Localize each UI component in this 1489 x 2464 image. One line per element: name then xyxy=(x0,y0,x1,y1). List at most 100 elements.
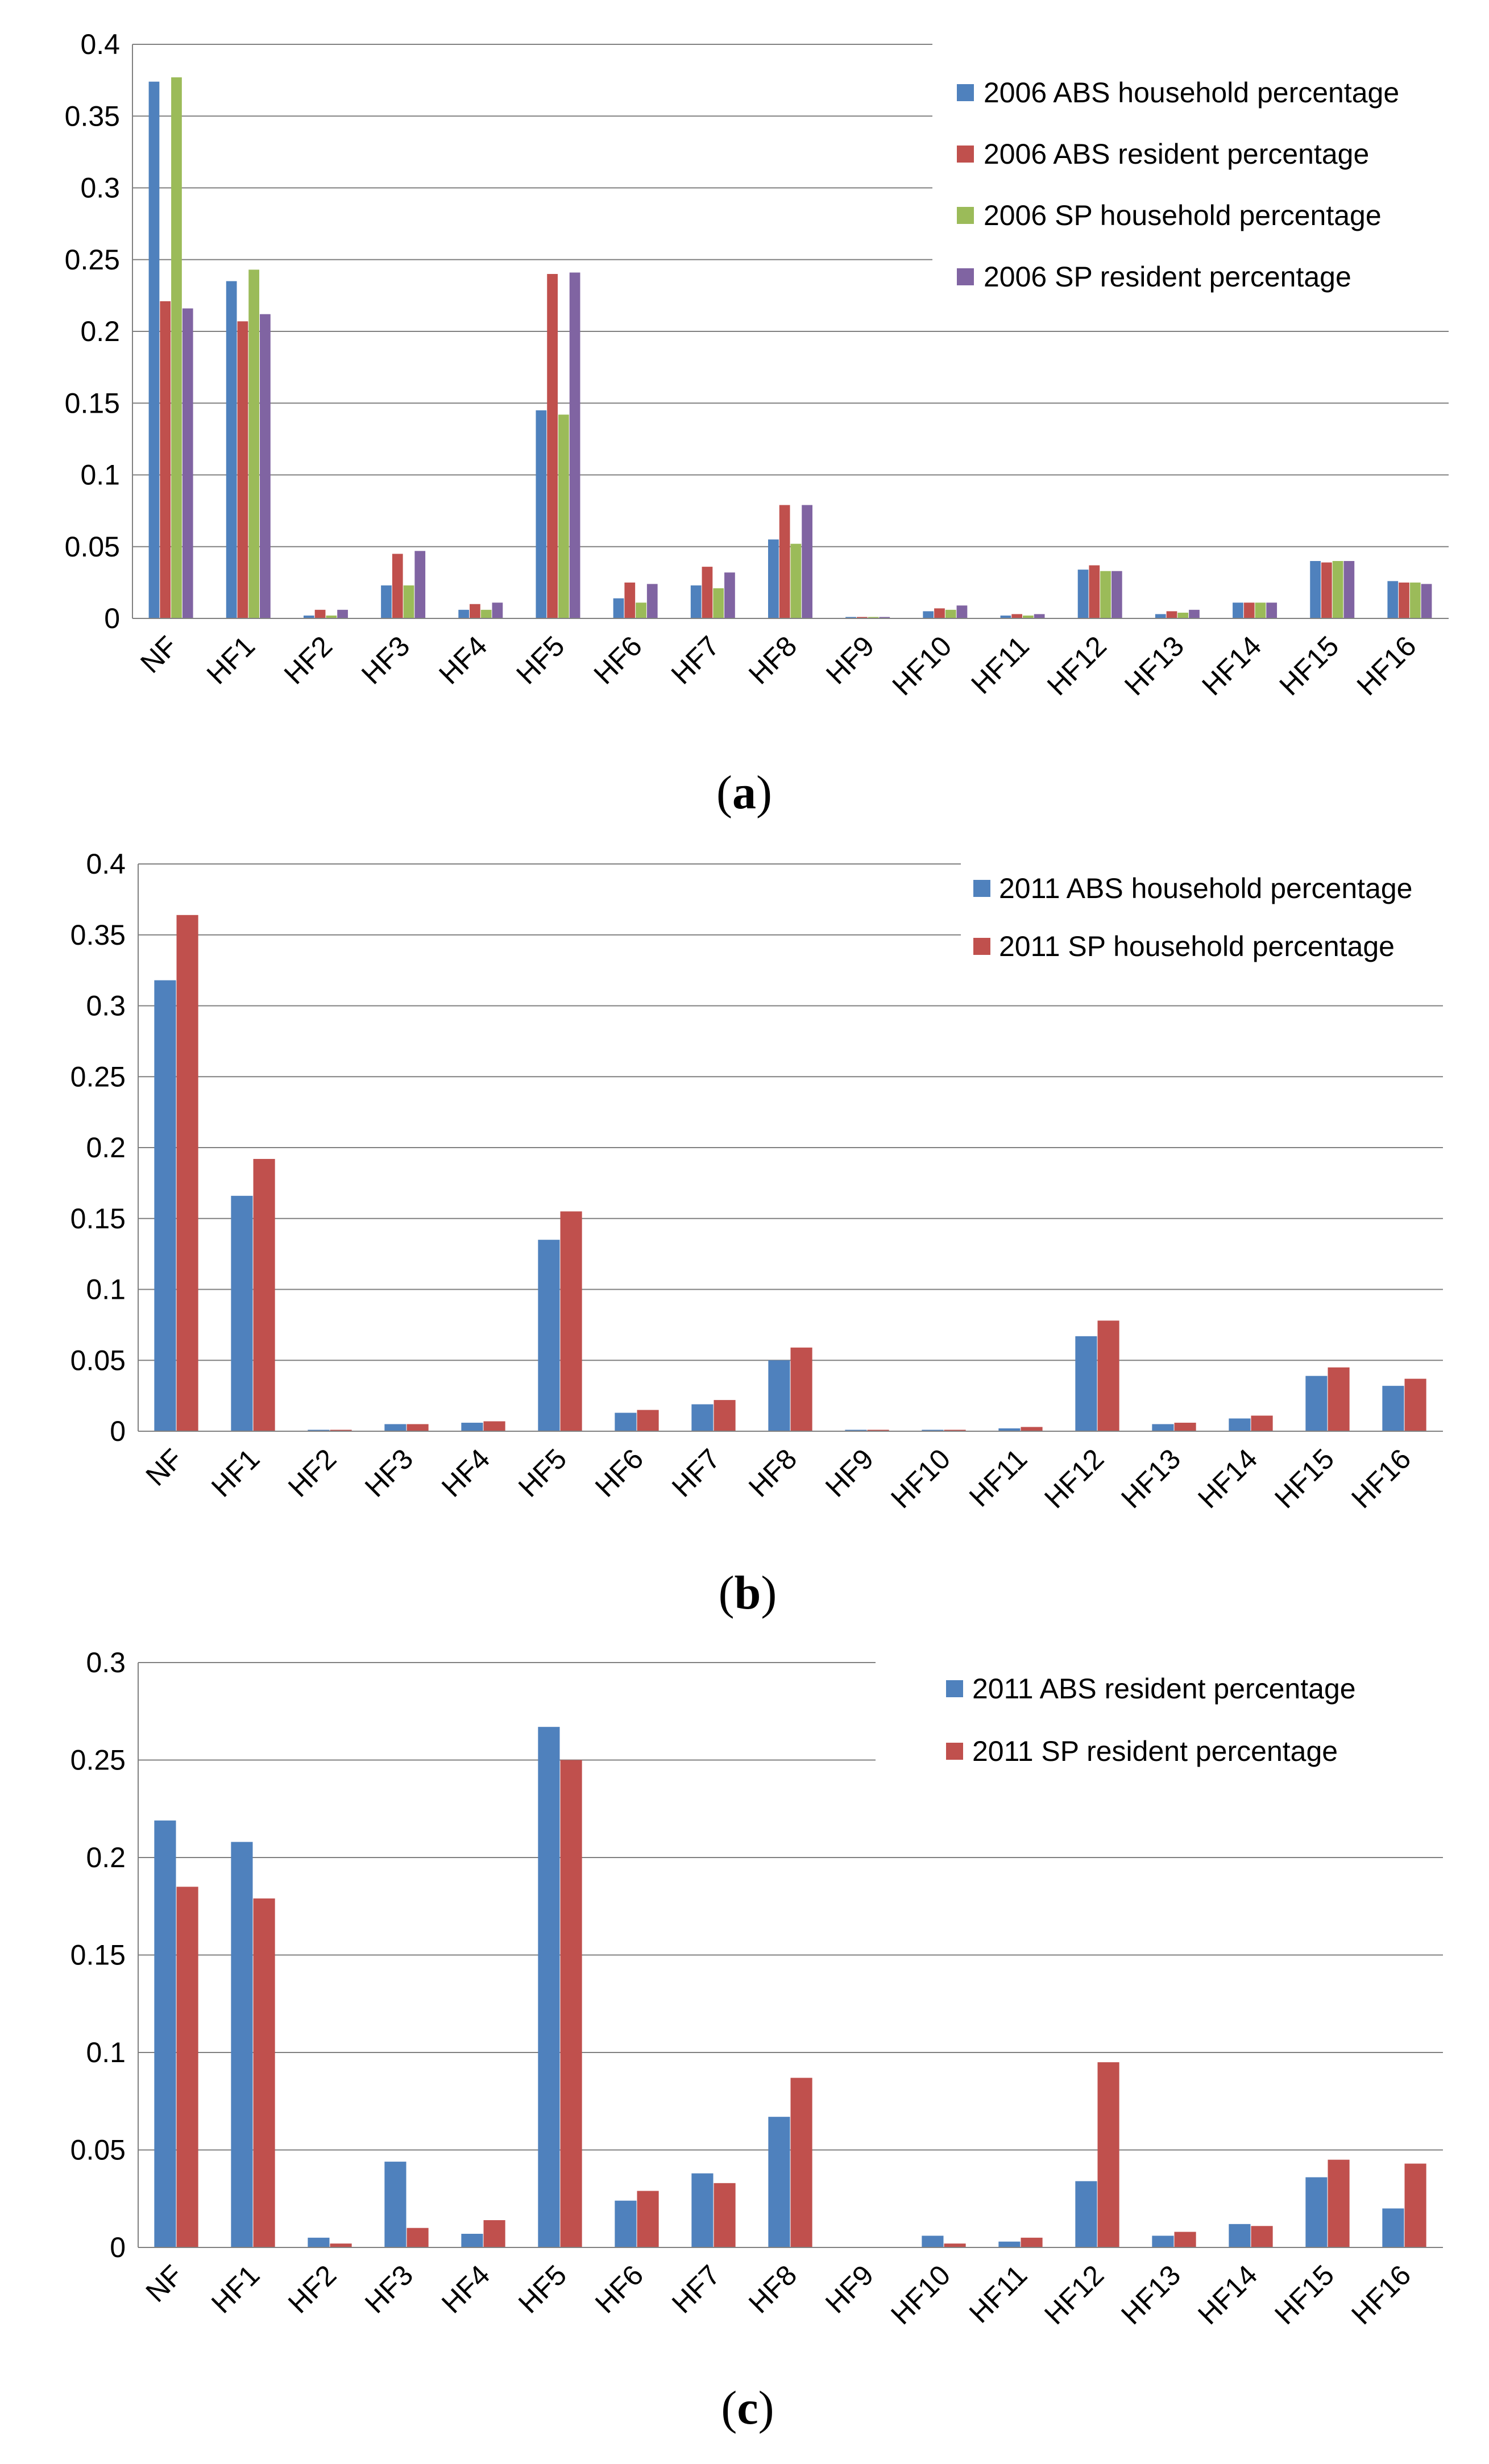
chart-b-bar-hf1-series-2 xyxy=(253,1158,275,1431)
chart-a-bar-hf12-series-3 xyxy=(1100,571,1111,618)
chart-a-bar-hf7-series-1 xyxy=(690,585,702,618)
chart-c-bar-hf14-series-2 xyxy=(1251,2226,1273,2247)
chart-a-bar-hf15-series-1 xyxy=(1310,561,1321,618)
chart-a-bar-hf2-series-1 xyxy=(303,615,314,618)
chart-c-legend-label-1: 2011 ABS resident percentage xyxy=(972,1673,1356,1705)
chart-a-bar-hf5-series-3 xyxy=(558,414,569,618)
chart-c-y-tick-label: 0.2 xyxy=(86,1842,126,1873)
chart-b-bar-nf-series-2 xyxy=(176,915,198,1431)
chart-c-bar-hf14-series-1 xyxy=(1229,2224,1251,2247)
chart-a-bar-hf9-series-3 xyxy=(868,617,879,618)
chart-c-y-tick-label: 0.05 xyxy=(70,2134,126,2166)
chart-b-bar-hf5-series-1 xyxy=(538,1240,560,1431)
chart-c-bar-nf-series-1 xyxy=(154,1820,176,2247)
chart-b-y-tick-label: 0.1 xyxy=(86,1274,126,1306)
chart-c-y-tick-label: 0 xyxy=(110,2232,126,2263)
chart-a-bar-hf1-series-3 xyxy=(248,269,260,618)
chart-b-axes xyxy=(138,864,1443,1432)
chart-c-bar-hf7-series-1 xyxy=(691,2173,714,2247)
chart-c-gridlines xyxy=(138,1662,1443,2151)
chart-a-legend-background xyxy=(932,57,1438,296)
chart-c-bar-hf13-series-2 xyxy=(1174,2232,1196,2247)
chart-a-bar-nf-series-1 xyxy=(148,81,160,618)
chart-a-bar-hf3-series-1 xyxy=(381,585,392,618)
chart-b-bar-hf4-series-2 xyxy=(483,1421,505,1431)
chart-b-bar-hf8-series-2 xyxy=(790,1347,812,1431)
chart-b-bar-hf15-series-1 xyxy=(1305,1376,1328,1431)
chart-c-bar-nf-series-2 xyxy=(176,1887,198,2247)
chart-a-axes xyxy=(132,44,1449,619)
chart-a-bar-hf12-series-4 xyxy=(1111,571,1122,618)
chart-a-legend: 2006 ABS household percentage 2006 ABS r… xyxy=(932,57,1438,296)
chart-c-bar-hf5-series-2 xyxy=(560,1760,582,2247)
chart-b-y-tick-label: 0.25 xyxy=(70,1061,126,1092)
chart-a-bar-hf10-series-4 xyxy=(956,605,968,618)
chart-a-bars xyxy=(148,77,1432,619)
chart-c-y-tick-labels: 0 0.05 0.1 0.15 0.2 0.25 0.3 xyxy=(70,1647,126,2263)
chart-c-legend-swatch-1 xyxy=(946,1680,963,1697)
chart-a-bar-hf7-series-3 xyxy=(713,588,724,618)
chart-c-bar-hf1-series-2 xyxy=(253,1898,275,2247)
chart-a-bar-hf16-series-2 xyxy=(1399,582,1409,618)
chart-c-y-tick-label: 0.25 xyxy=(70,1744,126,1776)
chart-b-bar-hf10-series-2 xyxy=(944,1430,966,1431)
chart-c-bar-hf5-series-1 xyxy=(538,1727,560,2247)
chart-c-bar-hf15-series-1 xyxy=(1305,2177,1328,2247)
chart-b-y-tick-label: 0.2 xyxy=(86,1132,126,1164)
chart-b-bar-hf16-series-2 xyxy=(1404,1378,1426,1431)
chart-a-bar-hf11-series-1 xyxy=(1000,615,1011,618)
chart-c-bar-hf6-series-1 xyxy=(615,2200,637,2247)
chart-a-bar-hf14-series-3 xyxy=(1255,603,1266,618)
chart-a-bar-hf15-series-2 xyxy=(1321,562,1332,618)
chart-c-bar-hf10-series-1 xyxy=(922,2236,944,2247)
chart-a-bar-hf12-series-1 xyxy=(1077,570,1089,618)
chart-a-panel-letter: a xyxy=(732,766,756,819)
chart-a-bar-hf3-series-4 xyxy=(414,551,426,618)
chart-b-bar-hf14-series-1 xyxy=(1229,1418,1251,1431)
chart-c-y-tick-label: 0.1 xyxy=(86,2037,126,2068)
chart-a-bar-hf4-series-3 xyxy=(480,609,492,618)
chart-a-bar-hf6-series-3 xyxy=(636,603,646,618)
chart-b-bar-hf11-series-2 xyxy=(1021,1427,1043,1431)
chart-a-bar-hf10-series-3 xyxy=(945,609,956,618)
chart-b-legend-label-2: 2011 SP household percentage xyxy=(999,930,1395,962)
chart-b-bar-hf12-series-1 xyxy=(1075,1336,1097,1431)
chart-a-y-tick-label: 0.4 xyxy=(80,28,120,60)
chart-c-legend-swatch-2 xyxy=(946,1743,963,1760)
chart-c-legend: 2011 ABS resident percentage 2011 SP res… xyxy=(876,1655,1444,1792)
chart-c-bar-hf1-series-1 xyxy=(231,1842,253,2247)
chart-a-legend-swatch-2 xyxy=(957,146,974,163)
chart-b-bar-hf8-series-1 xyxy=(768,1360,790,1431)
chart-c-y-tick-label: 0.3 xyxy=(86,1647,126,1678)
chart-a-bar-hf5-series-2 xyxy=(547,274,558,618)
chart-b-bar-nf-series-1 xyxy=(154,980,176,1431)
chart-a-bar-hf10-series-2 xyxy=(934,608,945,618)
chart-b-bar-hf9-series-1 xyxy=(845,1430,867,1431)
chart-c-axes xyxy=(138,1663,1443,2248)
chart-c-bars xyxy=(154,1727,1426,2247)
chart-c-bar-hf8-series-1 xyxy=(768,2117,790,2247)
chart-c-bar-hf2-series-1 xyxy=(308,2237,330,2247)
chart-c-panel-label: (c) xyxy=(721,2382,774,2434)
chart-a-bar-hf8-series-4 xyxy=(802,505,812,618)
chart-a-bar-hf16-series-1 xyxy=(1387,581,1399,618)
chart-a-bar-hf16-series-4 xyxy=(1421,584,1432,618)
chart-a-bar-hf6-series-1 xyxy=(613,598,624,618)
chart-b-legend-swatch-2 xyxy=(973,938,990,955)
chart-a-bar-hf9-series-1 xyxy=(845,617,856,618)
chart-b-bar-hf7-series-1 xyxy=(691,1404,714,1431)
chart-a-legend-label-3: 2006 SP household percentage xyxy=(984,200,1382,231)
chart-a-bar-hf1-series-1 xyxy=(226,281,237,618)
chart-a-bar-hf8-series-3 xyxy=(790,543,802,618)
chart-c-bar-hf12-series-1 xyxy=(1075,2181,1097,2247)
chart-b-bar-hf2-series-2 xyxy=(330,1430,352,1431)
chart-a-bar-nf-series-3 xyxy=(171,77,182,618)
chart-b-y-tick-label: 0 xyxy=(110,1415,126,1447)
chart-c-legend-background xyxy=(876,1655,1444,1792)
chart-b-bar-hf5-series-2 xyxy=(560,1211,582,1431)
chart-b-panel-label: (b) xyxy=(719,1567,777,1619)
chart-c-bar-hf6-series-2 xyxy=(637,2191,659,2247)
chart-b-panel-letter: b xyxy=(735,1567,761,1619)
chart-a-bar-hf16-series-3 xyxy=(1409,582,1421,618)
